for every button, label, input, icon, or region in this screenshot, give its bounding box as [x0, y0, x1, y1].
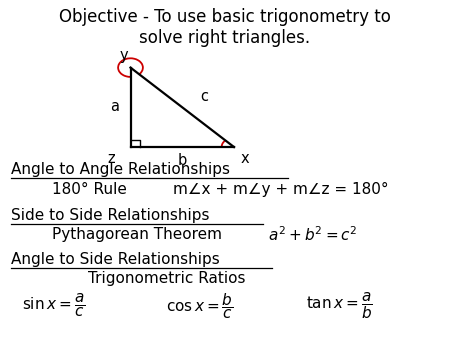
- Text: 180° Rule: 180° Rule: [52, 182, 126, 197]
- Text: m∠x + m∠y + m∠z = 180°: m∠x + m∠y + m∠z = 180°: [173, 182, 389, 197]
- Text: Pythagorean Theorem: Pythagorean Theorem: [52, 227, 222, 242]
- Text: Angle to Angle Relationships: Angle to Angle Relationships: [11, 162, 230, 177]
- Text: x: x: [241, 151, 249, 166]
- Text: $a^{2}+b^{2}=c^{2}$: $a^{2}+b^{2}=c^{2}$: [268, 225, 357, 244]
- Text: $\tan x = \dfrac{a}{b}$: $\tan x = \dfrac{a}{b}$: [306, 291, 373, 321]
- Text: solve right triangles.: solve right triangles.: [140, 29, 310, 47]
- Text: $\sin x = \dfrac{a}{c}$: $\sin x = \dfrac{a}{c}$: [22, 292, 86, 319]
- Text: Angle to Side Relationships: Angle to Side Relationships: [11, 252, 220, 267]
- Text: c: c: [200, 89, 208, 104]
- Text: z: z: [107, 151, 115, 166]
- Text: Trigonometric Ratios: Trigonometric Ratios: [88, 271, 245, 286]
- Text: y: y: [120, 48, 128, 63]
- Text: b: b: [178, 153, 187, 168]
- Text: $\cos x = \dfrac{b}{c}$: $\cos x = \dfrac{b}{c}$: [166, 291, 234, 321]
- Text: Objective - To use basic trigonometry to: Objective - To use basic trigonometry to: [59, 8, 391, 26]
- Text: a: a: [110, 99, 119, 114]
- Text: Side to Side Relationships: Side to Side Relationships: [11, 208, 210, 223]
